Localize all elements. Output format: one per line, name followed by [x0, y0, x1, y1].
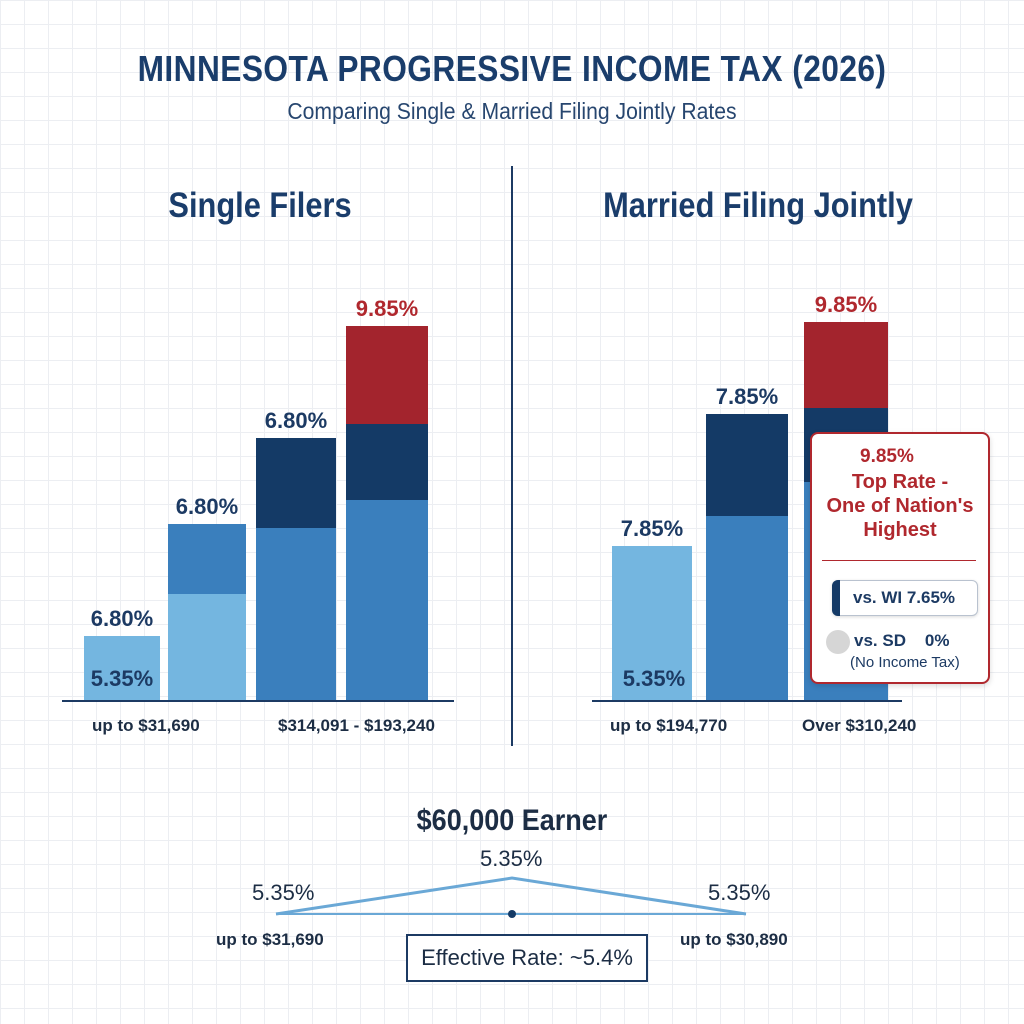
single-bar-4-label: 9.85% — [355, 296, 419, 321]
single-bar-2-top — [168, 524, 246, 594]
callout-rate: 9.85% — [860, 446, 914, 467]
married-inner-label: 5.35% — [622, 666, 686, 691]
chart-subtitle: Comparing Single & Married Filing Jointl… — [287, 98, 737, 124]
married-bar-2-base — [706, 516, 788, 700]
single-x-tick-2: $314,091 - $193,240 — [278, 716, 435, 735]
single-x-tick-1: up to $31,690 — [92, 716, 200, 735]
single-bar-4-top — [346, 326, 428, 424]
callout-line-1: Top Rate - — [851, 471, 949, 493]
single-bar-1 — [84, 636, 160, 700]
single-axis-baseline — [62, 700, 454, 702]
single-bar-2-base — [168, 594, 246, 700]
single-inner-label: 5.35% — [90, 666, 154, 691]
married-panel-title: Married Filing Jointly — [603, 186, 913, 225]
callout-divider — [822, 560, 976, 561]
single-bar-3-label: 6.80% — [264, 408, 328, 433]
sd-dot-icon — [826, 630, 850, 654]
effective-rate-label: Effective Rate: ~5.4% — [421, 945, 633, 970]
married-bar-1 — [612, 546, 692, 700]
callout-line-2: One of Nation's — [826, 495, 974, 517]
earner-title: $60,000 Earner — [416, 804, 608, 837]
panel-divider — [511, 166, 513, 746]
single-bar-4-base — [346, 500, 428, 700]
married-axis-baseline — [592, 700, 902, 702]
callout-line-3: Highest — [863, 519, 937, 541]
effective-rate-box: Effective Rate: ~5.4% — [406, 934, 648, 982]
earner-center-value: 5.35% — [480, 846, 543, 871]
married-bar-2-label: 7.85% — [715, 384, 779, 409]
married-x-tick-1: up to $194,770 — [610, 716, 728, 735]
married-bar-1-label: 7.85% — [620, 516, 684, 541]
sd-comparison-label: vs. SD 0% — [854, 631, 950, 650]
sd-comparison-note: (No Income Tax) — [850, 654, 960, 671]
chart-title: MINNESOTA PROGRESSIVE INCOME TAX (2026) — [137, 48, 887, 89]
earner-line — [275, 876, 747, 916]
single-bar-1-label: 6.80% — [90, 606, 154, 631]
earner-right-value: 5.35% — [708, 880, 771, 905]
married-bar-3-label: 9.85% — [814, 292, 878, 317]
earner-center-dot — [508, 910, 516, 918]
wi-pill-accent — [832, 580, 840, 616]
earner-left-value: 5.35% — [252, 880, 315, 905]
callout-text: Top Rate - One of Nation's Highest — [812, 470, 988, 542]
single-panel-title: Single Filers — [168, 186, 352, 225]
wi-comparison-label: vs. WI 7.65% — [853, 588, 956, 607]
married-x-tick-2: Over $310,240 — [802, 716, 917, 735]
single-bar-4-mid — [346, 424, 428, 500]
earner-x-tick-right: up to $30,890 — [680, 930, 788, 949]
top-rate-callout: 9.85% Top Rate - One of Nation's Highest… — [810, 432, 990, 684]
earner-x-tick-left: up to $31,690 — [216, 930, 324, 949]
single-bar-3-top — [256, 438, 336, 528]
single-bar-2-label: 6.80% — [175, 494, 239, 519]
married-bar-2-top — [706, 414, 788, 516]
wi-comparison-pill: vs. WI 7.65% — [832, 580, 978, 616]
single-bar-3-base — [256, 528, 336, 700]
married-bar-3-top — [804, 322, 888, 408]
